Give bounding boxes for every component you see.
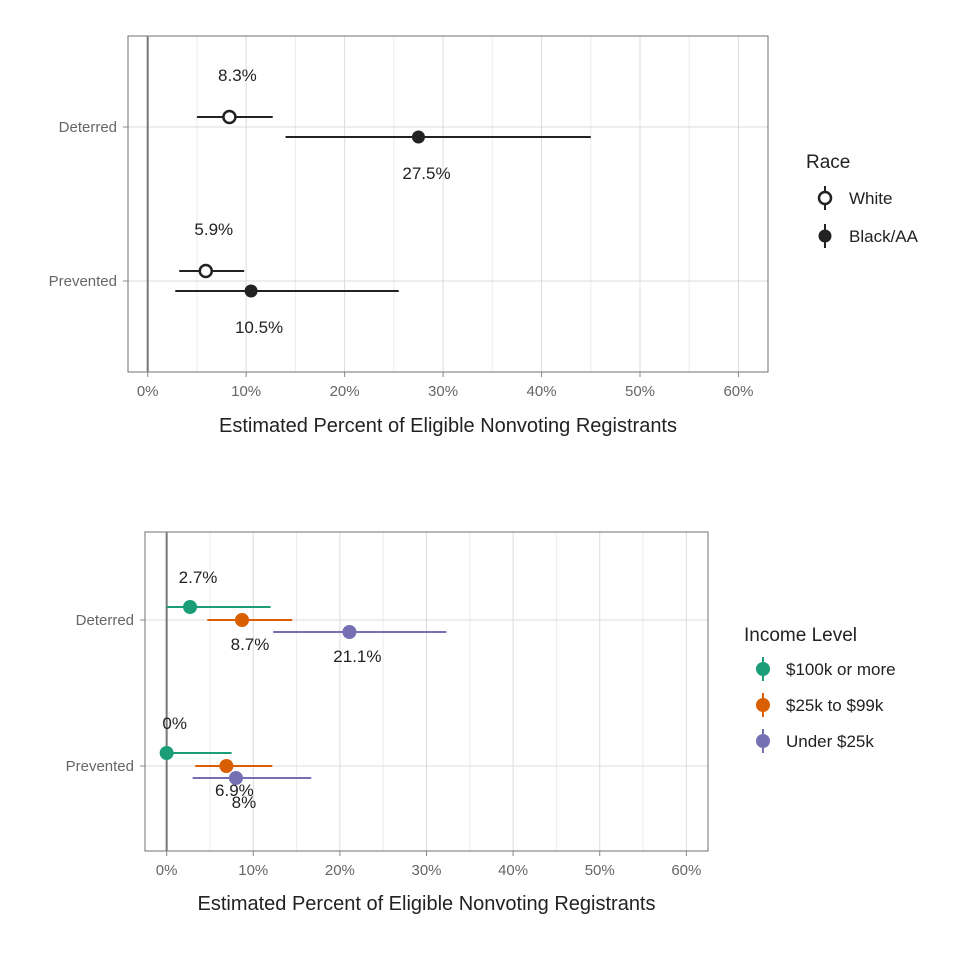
x-tick-label: 50%	[625, 383, 655, 400]
data-point	[411, 130, 425, 144]
x-tick-label: 40%	[527, 383, 557, 400]
x-tick-label: 0%	[137, 383, 159, 400]
legend: Income Level $100k or more $25k to $99k Und…	[744, 625, 896, 753]
x-tick-label: 60%	[723, 383, 753, 400]
data-point	[235, 613, 250, 627]
data-point	[159, 746, 174, 760]
data-label: 21.1%	[333, 647, 381, 666]
data-label: 27.5%	[402, 164, 450, 183]
legend-title: Race	[806, 152, 850, 173]
x-tick-label: 10%	[238, 862, 268, 879]
data-label: 5.9%	[194, 220, 233, 239]
x-axis-title: Estimated Percent of Eligible Nonvoting …	[197, 893, 655, 915]
x-tick-label: 30%	[428, 383, 458, 400]
plot-border	[127, 35, 769, 373]
legend-label: Black/AA	[849, 227, 919, 246]
series-under-25k: 21.1% 8%	[192, 625, 447, 812]
legend-label: $100k or more	[786, 660, 896, 679]
legend-key-marker	[756, 698, 770, 712]
x-tick-label: 50%	[585, 862, 615, 879]
legend-key-marker	[818, 229, 832, 243]
y-tick-label: Prevented	[66, 758, 134, 775]
x-axis-title: Estimated Percent of Eligible Nonvoting …	[219, 415, 677, 437]
x-tick-label: 60%	[671, 862, 701, 879]
data-point	[244, 284, 258, 298]
data-point	[228, 771, 243, 785]
legend-label: White	[849, 189, 892, 208]
x-tick-label: 10%	[231, 383, 261, 400]
x-tick-label: 20%	[325, 862, 355, 879]
legend-title: Income Level	[744, 625, 857, 646]
y-tick-label: Deterred	[59, 119, 117, 136]
chart-panel-2: 0% 10% 20% 30% 40% 50% 60% Deterred Prevented Est…	[66, 531, 896, 915]
data-label: 6.9%	[215, 781, 254, 800]
legend-key-marker	[817, 190, 833, 206]
x-tick-label: 40%	[498, 862, 528, 879]
y-tick-label: Deterred	[76, 612, 134, 629]
legend-label: $25k to $99k	[786, 696, 884, 715]
series-black-aa: 27.5% 10.5%	[175, 130, 591, 337]
data-point	[183, 600, 198, 614]
series--100k-or-more: 2.7% 0%	[159, 568, 271, 760]
data-label: 2.7%	[179, 568, 218, 587]
legend: Race White Black/AA	[806, 152, 919, 248]
series--25k-to-99k: 8.7% 6.9%	[195, 613, 293, 800]
legend-key-marker	[756, 662, 770, 676]
series-white: 8.3% 5.9%	[179, 66, 273, 279]
plot-background	[128, 36, 768, 372]
data-label: 0%	[162, 714, 187, 733]
legend-label: Under $25k	[786, 732, 874, 751]
data-label: 8%	[232, 793, 257, 812]
x-tick-label: 20%	[330, 383, 360, 400]
chart-panel-1: 0% 10% 20% 30% 40% 50% 60% Deterred Prevented Est…	[49, 35, 919, 437]
data-point	[198, 263, 214, 279]
x-tick-label: 0%	[156, 862, 178, 879]
data-point	[342, 625, 357, 639]
data-point	[222, 109, 237, 125]
data-label: 8.3%	[218, 66, 257, 85]
x-tick-label: 30%	[411, 862, 441, 879]
data-label: 10.5%	[235, 318, 283, 337]
data-point	[219, 759, 234, 773]
data-label: 8.7%	[231, 635, 270, 654]
y-tick-label: Prevented	[49, 273, 117, 290]
legend-key-marker	[756, 734, 770, 748]
